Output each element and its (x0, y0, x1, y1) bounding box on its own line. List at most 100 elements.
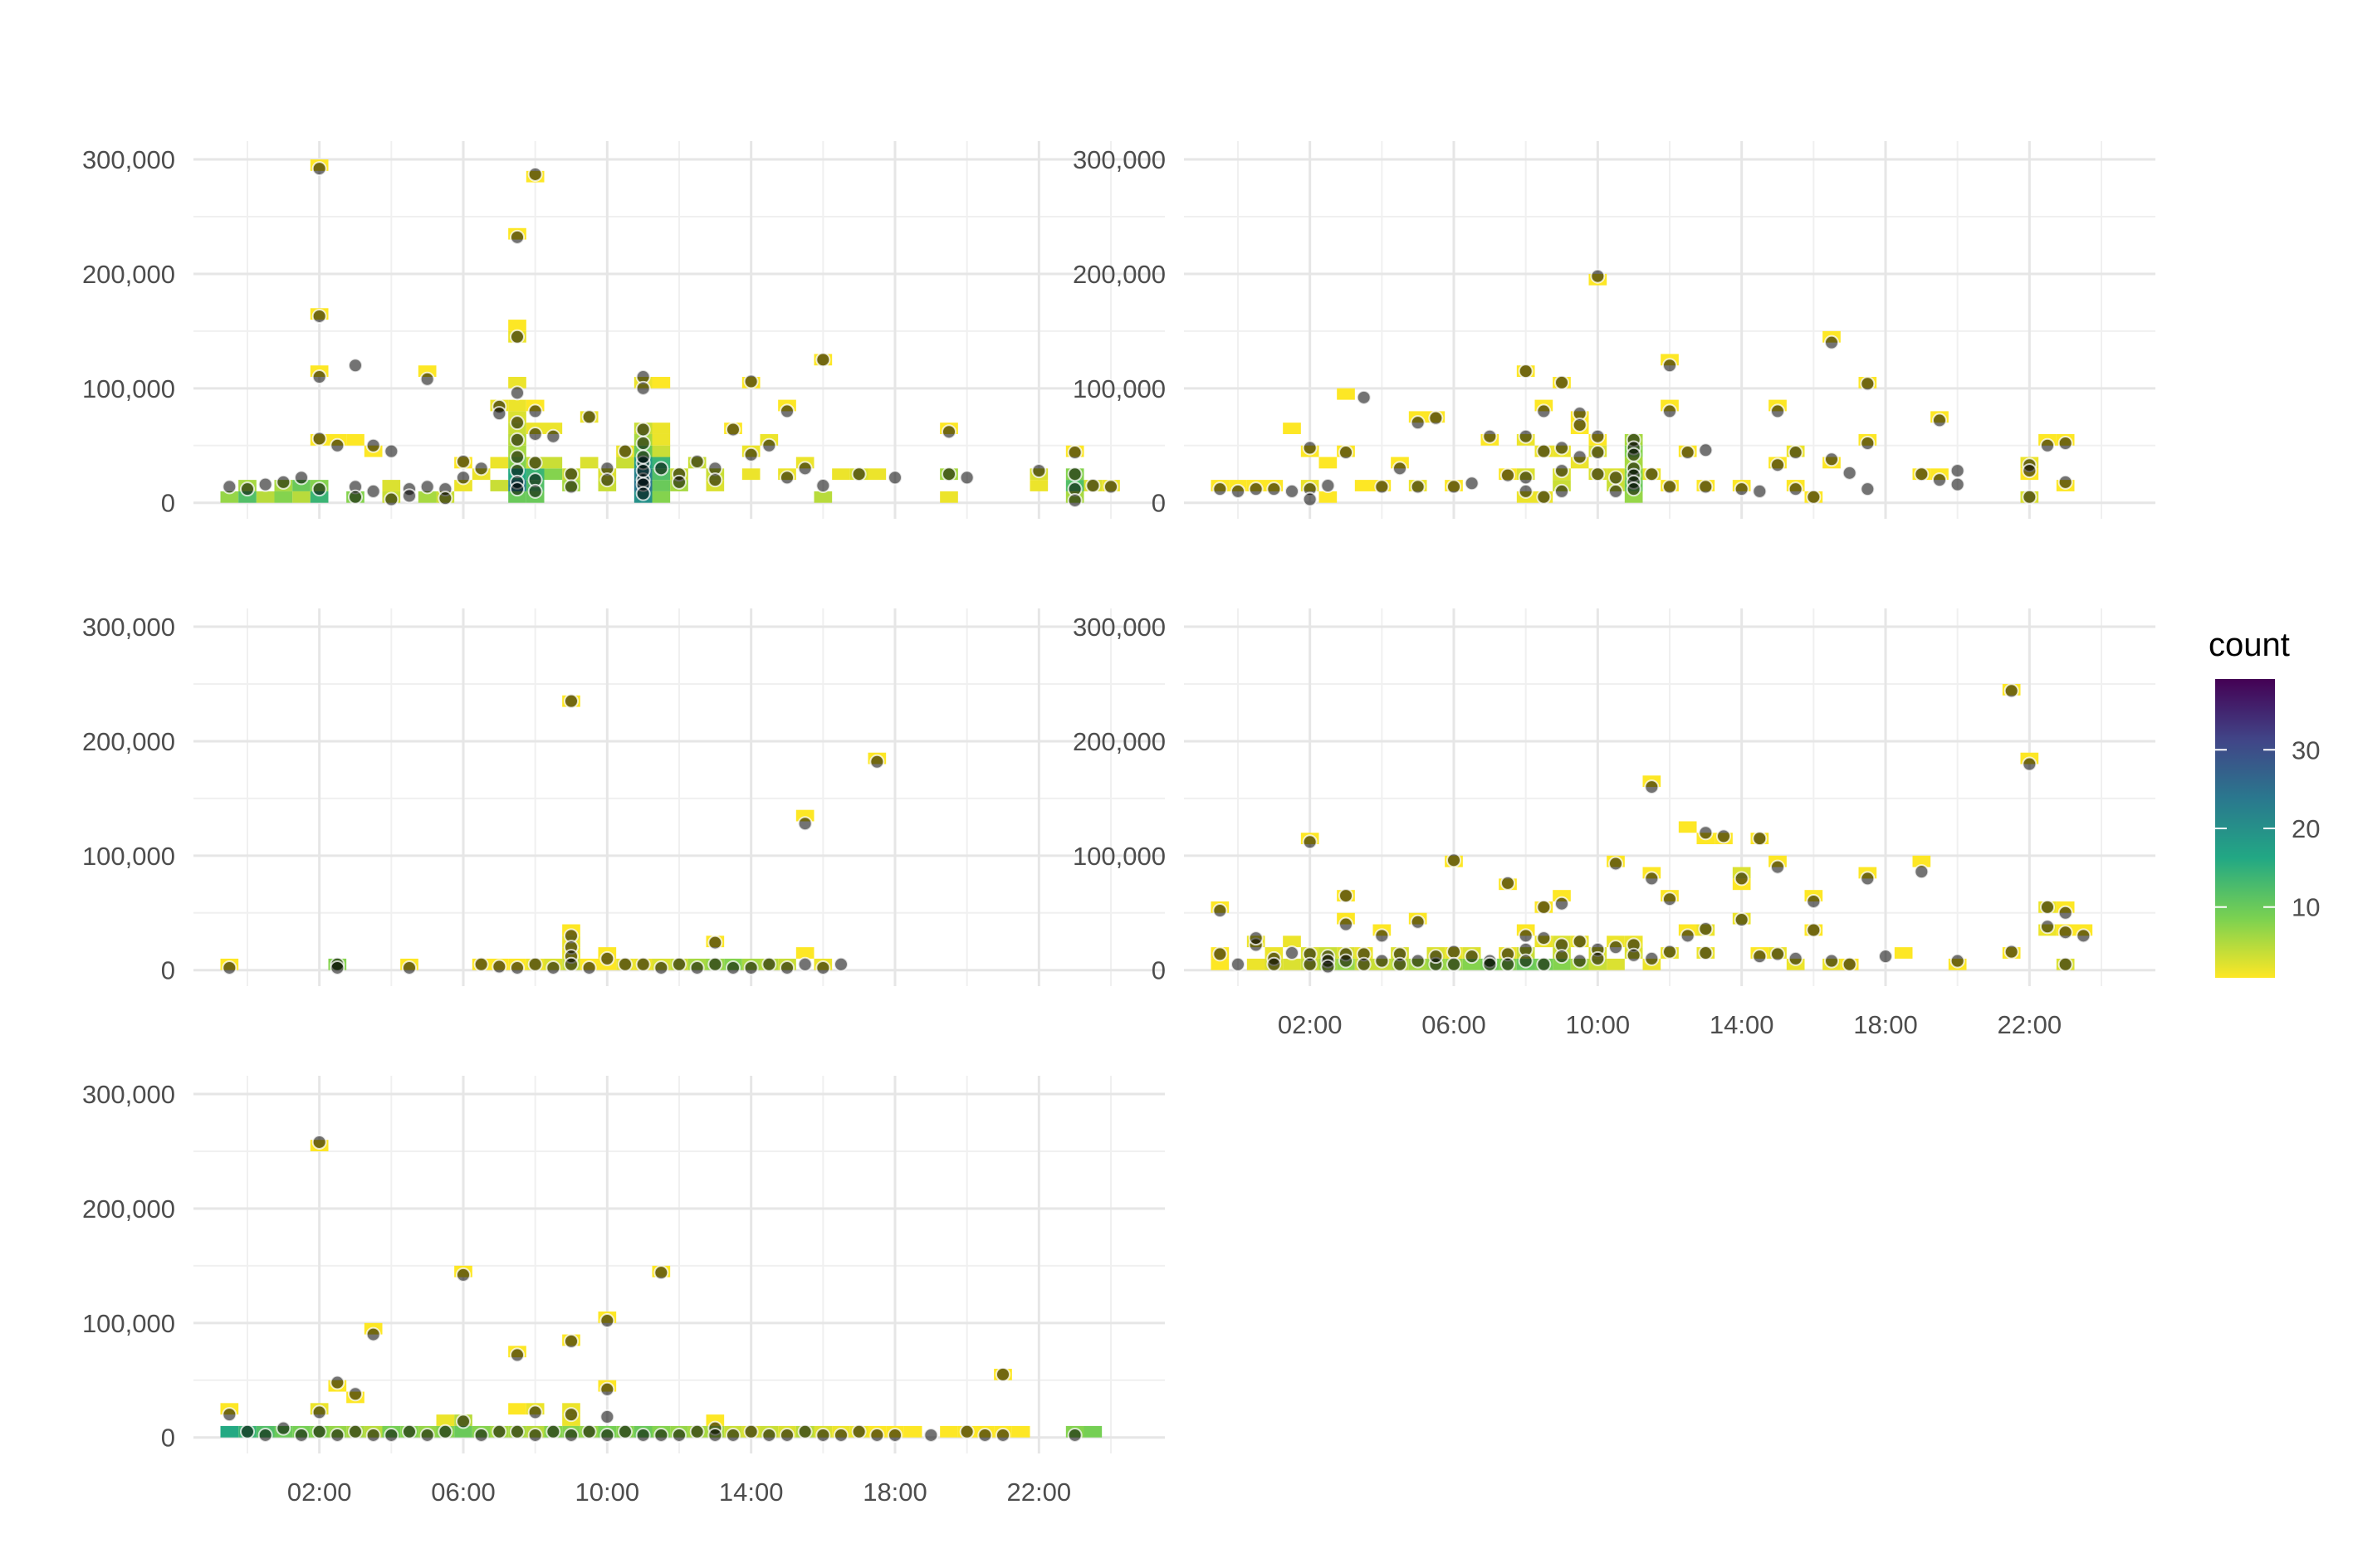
heat-tile (508, 1403, 526, 1415)
y-tick-label: 0 (1152, 956, 1166, 985)
legend-tick-label: 10 (2292, 893, 2320, 922)
scatter-point (402, 960, 417, 975)
scatter-point (707, 956, 723, 972)
scatter-point (1031, 463, 1047, 479)
scatter-point (510, 481, 525, 497)
legend-tick-label: 20 (2292, 814, 2320, 843)
scatter-point (2040, 919, 2055, 935)
scatter-point (1698, 825, 1714, 841)
scatter-point (1716, 828, 1731, 844)
scatter-point (1860, 376, 1876, 392)
scatter-point (1698, 921, 1714, 937)
x-tick-label: 02:00 (287, 1478, 352, 1507)
heat-tile (508, 377, 526, 388)
scatter-point (635, 436, 651, 451)
scatter-point (1608, 483, 1623, 499)
scatter-point (564, 693, 579, 709)
scatter-point (618, 1424, 633, 1439)
heat-tile (940, 1425, 958, 1438)
heat-tile (652, 433, 671, 446)
scatter-point (510, 1347, 525, 1363)
heat-tile (1354, 480, 1373, 491)
scatter-point (581, 1424, 597, 1439)
scatter-point (1212, 903, 1228, 918)
scatter-point (257, 1427, 273, 1443)
y-tick-label: 300,000 (82, 613, 175, 642)
scatter-point (276, 1420, 291, 1436)
scatter-point (1770, 859, 1785, 875)
y-tick-label: 100,000 (82, 1309, 175, 1338)
heat-tile (418, 491, 437, 503)
scatter-point (1446, 944, 1461, 960)
scatter-point (797, 1424, 813, 1439)
scatter-point (707, 472, 723, 488)
scatter-point (365, 1427, 381, 1443)
y-tick-label: 300,000 (1073, 145, 1166, 174)
heat-tile (814, 491, 833, 503)
scatter-point (2003, 944, 2019, 960)
scatter-point (653, 960, 669, 975)
scatter-point (527, 956, 543, 972)
scatter-point (365, 483, 381, 499)
x-tick-label: 10:00 (1566, 1010, 1631, 1039)
scatter-point (1572, 953, 1587, 969)
x-tick-label: 10:00 (575, 1478, 640, 1507)
scatter-point (1212, 946, 1228, 962)
heat-tile (795, 947, 814, 959)
scatter-point (402, 488, 417, 504)
scatter-point (1356, 956, 1372, 972)
scatter-point (1806, 489, 1822, 505)
scatter-point (564, 479, 579, 495)
heat-tile (292, 491, 311, 503)
scatter-point (1338, 916, 1353, 932)
scatter-point (2040, 437, 2055, 453)
scatter-point (1590, 445, 1606, 461)
y-tick-label: 100,000 (1073, 374, 1166, 403)
scatter-point (1085, 478, 1101, 494)
scatter-point (311, 369, 327, 385)
x-tick-label: 06:00 (1421, 1010, 1486, 1039)
scatter-point (1374, 953, 1390, 969)
scatter-point (1554, 896, 1569, 911)
scatter-point (815, 478, 831, 494)
scatter-point (1446, 479, 1461, 495)
scatter-point (527, 455, 543, 471)
scatter-point (365, 437, 381, 453)
scatter-point (888, 1427, 903, 1443)
scatter-point (1608, 470, 1623, 486)
scatter-point (473, 461, 489, 476)
scatter-point (599, 1313, 615, 1329)
scatter-point (851, 466, 867, 482)
scatter-point (1266, 481, 1282, 497)
scatter-point (1230, 956, 1245, 972)
scatter-point (635, 422, 651, 437)
scatter-point (1338, 445, 1353, 461)
scatter-point (1284, 945, 1299, 961)
y-tick-label: 0 (1152, 489, 1166, 518)
scatter-point (834, 1427, 849, 1443)
heat-tile (1211, 958, 1230, 970)
y-tick-label: 0 (161, 489, 175, 518)
scatter-point (510, 449, 525, 465)
heat-tile (1283, 958, 1301, 970)
scatter-point (365, 1326, 381, 1342)
scatter-point (419, 371, 435, 387)
scatter-point (564, 1407, 579, 1423)
scatter-point (311, 431, 327, 447)
scatter-point (1500, 875, 1515, 891)
scatter-point (635, 956, 651, 972)
scatter-point (222, 479, 237, 495)
scatter-point (456, 470, 471, 486)
scatter-point (510, 329, 525, 344)
scatter-point (1518, 428, 1534, 444)
scatter-point (599, 950, 615, 966)
scatter-point (1464, 476, 1480, 491)
scatter-point (834, 956, 849, 972)
scatter-point (1067, 492, 1083, 508)
scatter-point (1662, 944, 1677, 960)
facet-panels: 0 100,000 200,000 300,000 0 100,000 200,000 300… (82, 141, 2155, 1507)
y-tick-label: 100,000 (82, 374, 175, 403)
scatter-point (1914, 864, 1930, 880)
scatter-point (1860, 481, 1876, 497)
heat-tile (382, 480, 401, 491)
